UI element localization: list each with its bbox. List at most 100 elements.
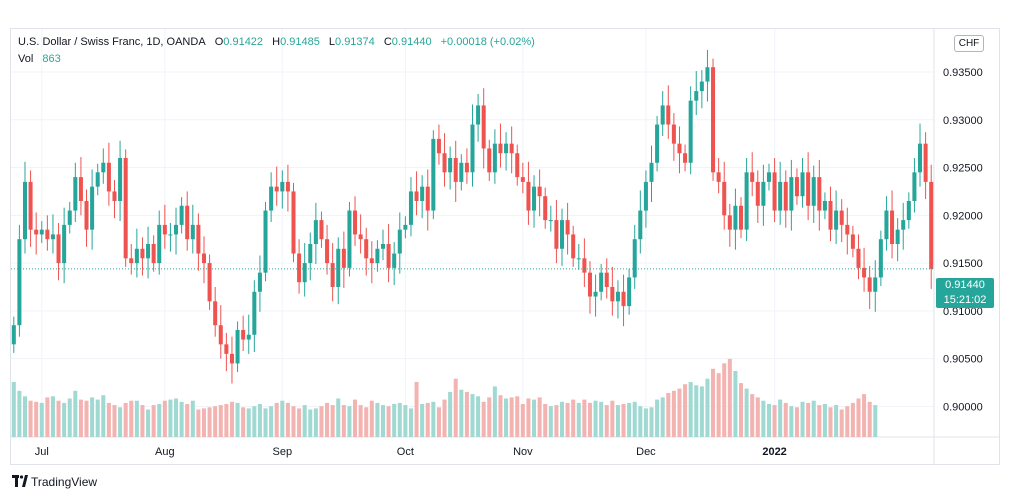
last-price-label: 0.91440 <box>945 279 985 291</box>
volume-bar <box>213 406 218 437</box>
high-label: H <box>272 36 281 48</box>
candle-body <box>453 157 458 182</box>
volume-bar <box>106 402 111 437</box>
volume-bar <box>660 397 665 437</box>
volume-bar <box>464 391 469 437</box>
volume-bar <box>39 402 44 437</box>
candle-body <box>778 181 783 211</box>
candle-body <box>643 181 648 211</box>
ohlc-legend: U.S. Dollar / Swiss Franc, 1D, OANDA O0.… <box>18 36 535 48</box>
volume-bar <box>22 396 27 437</box>
volume-bar <box>336 398 341 437</box>
candle-body <box>722 181 727 216</box>
candle-body <box>649 162 654 182</box>
volume-bar <box>431 401 436 437</box>
candle-body <box>269 186 274 211</box>
volume-bar <box>229 401 234 437</box>
volume-bar <box>632 401 637 437</box>
candle-body <box>235 329 240 364</box>
volume-bar <box>218 405 223 437</box>
chart-frame[interactable] <box>10 28 1000 465</box>
candle-body <box>677 143 682 154</box>
candle-body <box>229 353 234 364</box>
volume-bar <box>733 371 738 437</box>
volume-bar <box>610 400 615 437</box>
candle-body <box>699 81 704 92</box>
volume-bar <box>308 409 313 437</box>
open-label: O <box>214 36 224 48</box>
high-value: 0.91485 <box>280 36 320 48</box>
volume-bar <box>34 401 39 437</box>
volume-bar <box>174 398 179 437</box>
volume-bar <box>806 402 811 437</box>
volume-bar <box>722 363 727 437</box>
tradingview-brand[interactable]: TradingView <box>12 475 97 489</box>
volume-bar <box>554 405 559 437</box>
volume-bar <box>45 397 50 437</box>
volume-bar <box>84 400 89 437</box>
candle-body <box>705 67 710 82</box>
candle-body <box>380 243 386 249</box>
candle-body <box>593 291 598 297</box>
candle-body <box>627 277 632 307</box>
volume-bar <box>621 404 626 437</box>
candle-body <box>750 172 755 182</box>
candle-body <box>308 243 313 264</box>
y-tick-label: 0.93500 <box>943 67 983 79</box>
candle-body <box>213 301 218 326</box>
candle-body <box>50 234 55 240</box>
volume-bar <box>666 393 671 437</box>
candle-body <box>56 234 61 264</box>
candle-body <box>45 229 50 240</box>
volume-bar <box>386 406 391 437</box>
candle-body <box>392 253 397 268</box>
volume-bar <box>504 398 509 437</box>
volume-bar <box>800 401 805 437</box>
candle-body <box>733 205 738 230</box>
candle-body <box>766 172 771 182</box>
volume-bar <box>559 401 565 437</box>
brand-label: TradingView <box>31 475 98 489</box>
volume-bar <box>470 394 475 437</box>
candle-body <box>671 124 676 144</box>
last-price-tag: 0.91440 15:21:02 <box>936 278 994 308</box>
volume-bar <box>565 402 570 437</box>
volume-bar <box>487 397 492 437</box>
volume-bar <box>442 399 447 437</box>
x-tick-label: Sep <box>273 446 293 458</box>
candle-body <box>28 181 33 230</box>
volume-bar <box>615 405 620 437</box>
candle-body <box>744 172 749 230</box>
candle-body <box>548 220 553 222</box>
candle-body <box>543 196 548 221</box>
candle-body <box>174 224 179 235</box>
volume-bar <box>766 404 771 437</box>
volume-bar <box>481 401 486 437</box>
candle-body <box>257 272 262 292</box>
volume-bar <box>319 406 324 437</box>
currency-button[interactable]: CHF <box>954 35 984 52</box>
candle-body <box>918 143 923 173</box>
candle-body <box>336 248 341 287</box>
volume-bar <box>408 408 413 437</box>
candle-body <box>408 191 413 225</box>
candle-body <box>67 210 72 225</box>
volume-bar <box>778 399 783 437</box>
candle-body <box>118 157 123 201</box>
candle-body <box>856 248 861 268</box>
volume-bar <box>190 400 195 437</box>
volume-bar <box>492 386 497 437</box>
candle-body <box>716 172 721 182</box>
candle-body <box>140 248 145 259</box>
candle-body <box>655 124 660 163</box>
candle-body <box>162 224 167 235</box>
candle-body <box>794 177 799 197</box>
candle-body <box>252 291 257 335</box>
volume-bar <box>850 402 855 437</box>
candle-body <box>375 248 380 264</box>
volume-bar <box>347 406 352 437</box>
candle-body <box>867 277 872 292</box>
candle-body <box>727 215 732 230</box>
volume-bar <box>873 405 878 437</box>
